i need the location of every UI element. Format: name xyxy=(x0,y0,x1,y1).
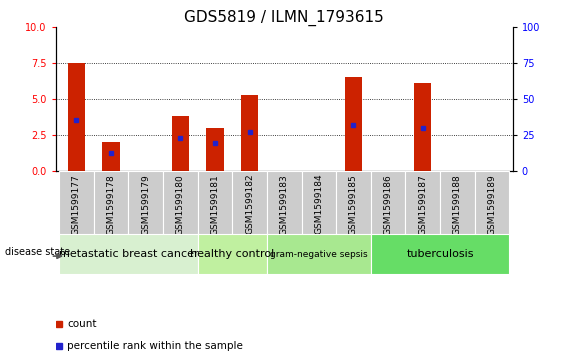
Bar xyxy=(128,171,163,234)
Text: GSM1599189: GSM1599189 xyxy=(488,174,496,234)
Title: GDS5819 / ILMN_1793615: GDS5819 / ILMN_1793615 xyxy=(185,10,384,26)
Text: GSM1599187: GSM1599187 xyxy=(418,174,427,234)
Bar xyxy=(103,142,120,171)
Bar xyxy=(336,171,371,234)
Text: percentile rank within the sample: percentile rank within the sample xyxy=(67,341,243,351)
Bar xyxy=(68,63,85,171)
Text: GSM1599186: GSM1599186 xyxy=(384,174,393,234)
Text: metastatic breast cancer: metastatic breast cancer xyxy=(59,249,198,259)
Bar xyxy=(371,234,509,274)
Bar xyxy=(197,234,267,274)
Text: count: count xyxy=(67,319,97,329)
Bar xyxy=(172,116,189,171)
Text: GSM1599188: GSM1599188 xyxy=(453,174,462,234)
Bar xyxy=(345,77,362,171)
Text: disease state: disease state xyxy=(5,247,70,257)
Bar xyxy=(302,171,336,234)
Text: gram-negative sepsis: gram-negative sepsis xyxy=(270,250,367,258)
Text: GSM1599180: GSM1599180 xyxy=(176,174,185,234)
Bar xyxy=(241,95,258,171)
Text: tuberculosis: tuberculosis xyxy=(406,249,474,259)
Text: GSM1599178: GSM1599178 xyxy=(107,174,115,234)
Bar xyxy=(232,171,267,234)
Bar xyxy=(414,83,431,171)
Bar xyxy=(267,234,371,274)
Bar xyxy=(440,171,475,234)
Text: GSM1599182: GSM1599182 xyxy=(245,174,254,234)
Bar xyxy=(206,127,224,171)
Bar xyxy=(163,171,197,234)
Bar xyxy=(59,234,197,274)
Bar xyxy=(371,171,406,234)
Bar xyxy=(267,171,302,234)
Text: GSM1599179: GSM1599179 xyxy=(141,174,150,234)
Text: GSM1599177: GSM1599177 xyxy=(72,174,81,234)
Text: healthy control: healthy control xyxy=(190,249,274,259)
Text: GSM1599184: GSM1599184 xyxy=(314,174,323,234)
Bar xyxy=(59,171,94,234)
Text: GSM1599185: GSM1599185 xyxy=(349,174,358,234)
Bar xyxy=(197,171,232,234)
Bar xyxy=(475,171,509,234)
Bar xyxy=(406,171,440,234)
Bar xyxy=(94,171,128,234)
Text: GSM1599183: GSM1599183 xyxy=(280,174,289,234)
Text: GSM1599181: GSM1599181 xyxy=(210,174,219,234)
